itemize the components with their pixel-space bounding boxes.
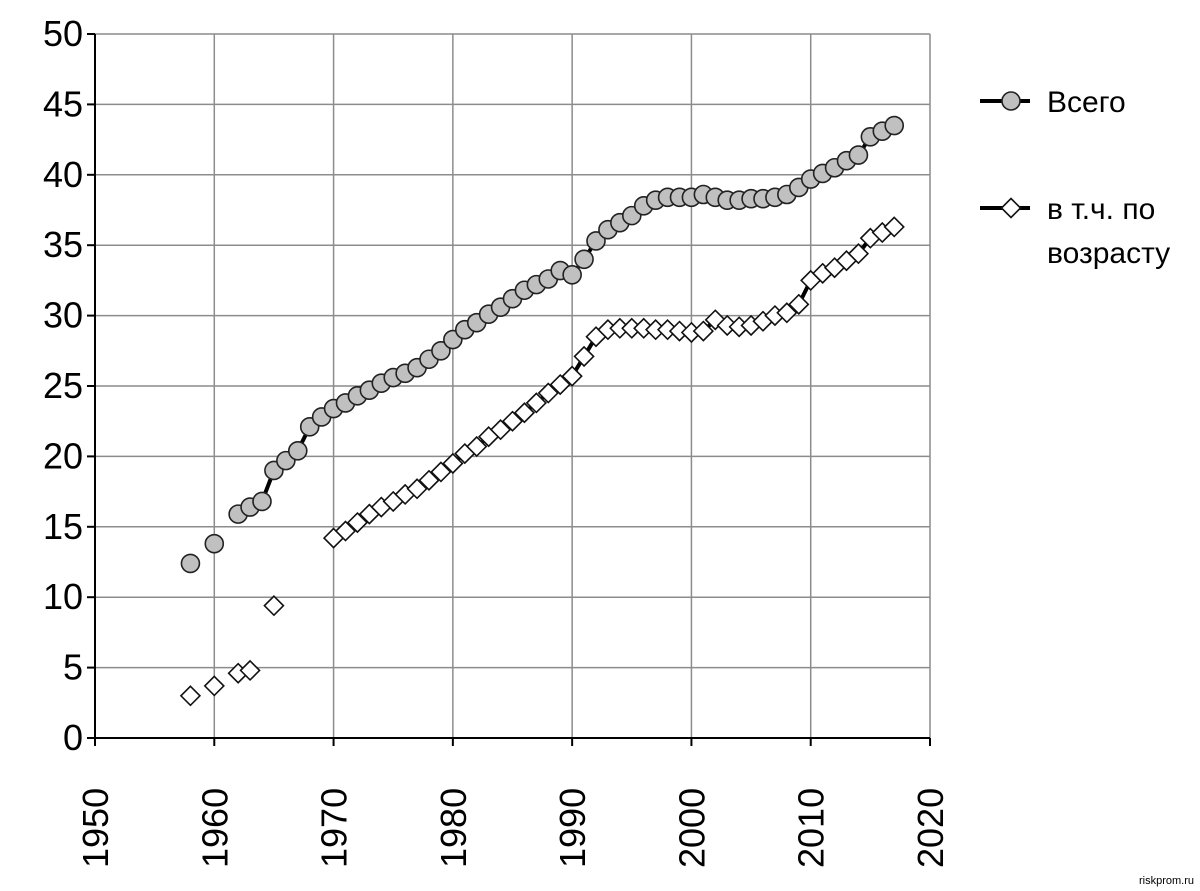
chart-legend: Всего в т.ч. по возрасту: [980, 86, 1170, 270]
series-0-point: [884, 115, 905, 136]
legend-label: возрасту: [1047, 237, 1170, 270]
chart-grid: [95, 33, 931, 738]
series-1-point: [525, 392, 547, 414]
x-tick-label: 1980: [433, 788, 474, 868]
series-1-point: [430, 461, 452, 483]
series-1-point: [334, 520, 357, 542]
series-1-point: [203, 675, 225, 697]
series-0-point: [287, 440, 308, 461]
series-1-point: [573, 345, 595, 368]
y-axis-tick-labels: 0 5 10 15 20 25 30 35 40 45 50: [43, 13, 83, 758]
y-tick-label: 0: [63, 717, 83, 758]
series-1-point: [501, 410, 524, 432]
y-tick-label: 40: [43, 154, 83, 195]
series-1-point: [489, 419, 512, 441]
legend-label: Всего: [1047, 86, 1126, 119]
legend-diamond-marker: [1000, 197, 1022, 219]
series-1-point: [883, 216, 905, 238]
y-tick-label: 45: [43, 83, 83, 124]
y-tick-label: 10: [43, 576, 83, 617]
series-0-point: [562, 264, 582, 285]
series-0-point: [848, 145, 869, 165]
series-1-point: [847, 243, 870, 265]
series-1-point: [179, 685, 202, 707]
x-tick-label: 2020: [910, 788, 951, 868]
y-tick-label: 20: [43, 435, 83, 476]
series-1-point: [549, 373, 571, 396]
series-1-point: [788, 293, 810, 315]
y-tick-label: 30: [43, 295, 83, 336]
series-1-point: [692, 320, 714, 342]
y-tick-label: 15: [43, 506, 83, 547]
series-1-point: [561, 365, 583, 387]
x-tick-label: 1950: [75, 788, 116, 868]
legend-label: в т.ч. по: [1047, 193, 1155, 226]
series-1-point: [776, 302, 798, 324]
series-1-point: [239, 659, 261, 682]
series-0-point: [252, 491, 272, 512]
series-1-point: [442, 452, 464, 475]
y-tick-label: 50: [43, 13, 83, 54]
legend-circle-marker: [1001, 91, 1021, 111]
series-markers: [179, 115, 905, 707]
series-0-point: [574, 249, 594, 270]
series-1-point: [513, 402, 536, 424]
series-1-point: [418, 469, 440, 491]
x-axis-tick-labels: 1950 1960 1970 1980 1990 2000 2010 2020: [75, 788, 951, 868]
x-tick-label: 2000: [671, 788, 712, 868]
series-1-point: [466, 435, 488, 458]
series-1-point: [406, 478, 428, 500]
x-tick-label: 1990: [552, 788, 593, 868]
x-tick-label: 1970: [314, 788, 355, 868]
x-tick-label: 1960: [194, 788, 235, 868]
series-0-point: [204, 533, 225, 554]
y-tick-label: 25: [43, 365, 83, 406]
series-1-point: [704, 309, 726, 331]
x-tick-label: 2010: [791, 788, 832, 868]
series-1-point: [263, 595, 285, 617]
series-0-point: [586, 231, 606, 251]
watermark: riskprom.ru: [1138, 875, 1194, 887]
chart-axes: [87, 33, 931, 746]
series-1-point: [537, 382, 559, 404]
y-tick-label: 5: [63, 647, 83, 688]
series-0-point: [431, 340, 451, 361]
series-0-point: [180, 553, 201, 574]
series-1-point: [346, 511, 369, 534]
y-tick-label: 35: [43, 224, 83, 265]
